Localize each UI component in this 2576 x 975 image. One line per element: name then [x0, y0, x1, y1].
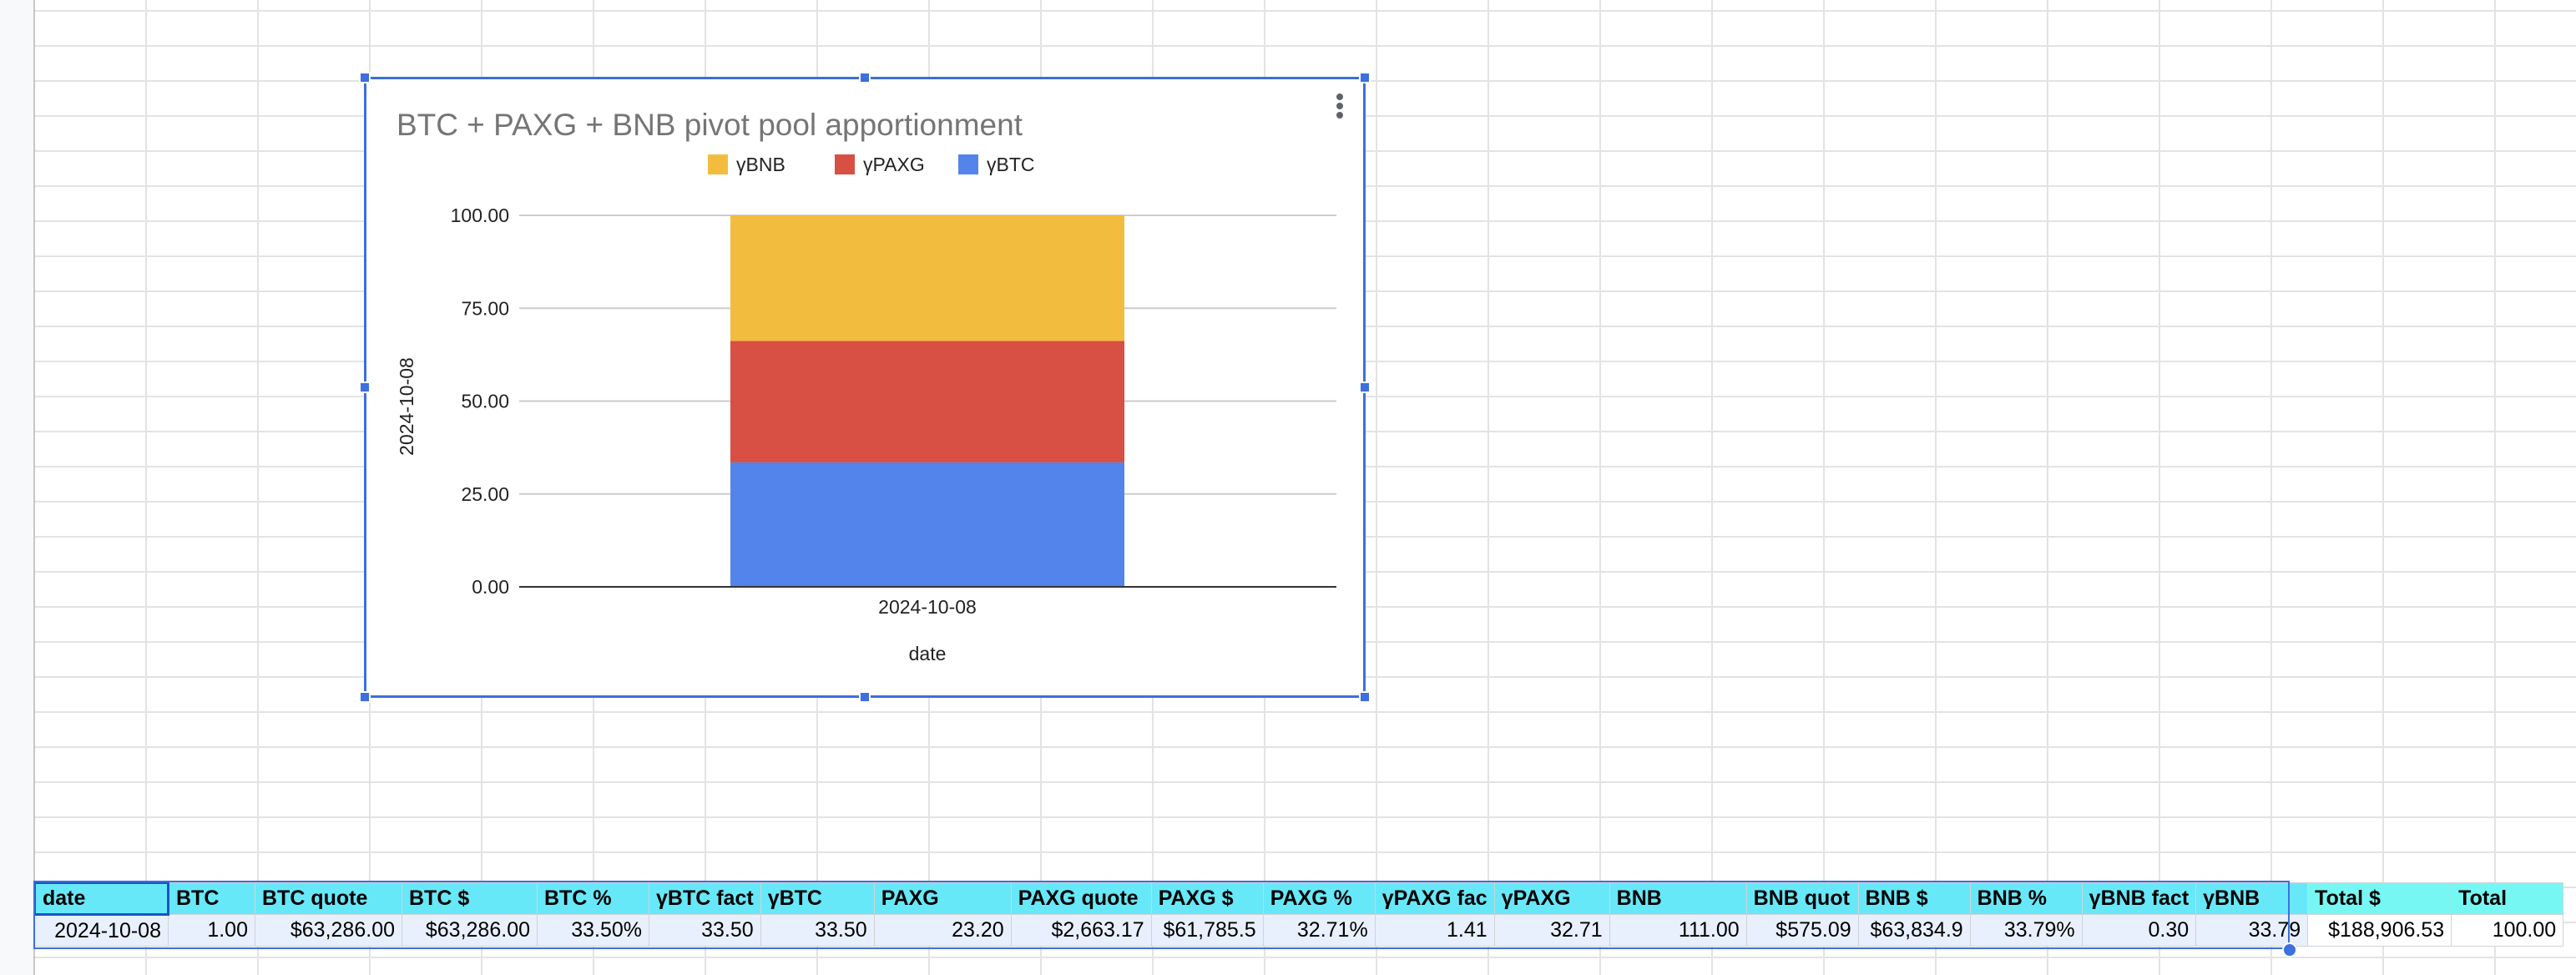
resize-handle-bottom[interactable] — [859, 691, 871, 703]
table-cell[interactable]: $188,906.53 — [2307, 914, 2452, 947]
table-cell[interactable]: $2,663.17 — [1010, 914, 1152, 947]
table-cell[interactable]: $63,286.00 — [255, 914, 402, 947]
y-tick-label: 0.00 — [472, 576, 509, 598]
column-header[interactable]: PAXG % — [1262, 882, 1376, 915]
legend-swatch-1 — [835, 154, 855, 174]
column-header[interactable]: γPAXG — [1493, 882, 1610, 915]
column-header[interactable]: γBTC fact — [649, 882, 761, 915]
column-header[interactable]: BNB $ — [1857, 882, 1971, 915]
y-tick-label: 100.00 — [451, 205, 509, 226]
table-cell[interactable]: 1.00 — [168, 914, 255, 947]
resize-handle-top-right[interactable] — [1359, 72, 1371, 83]
table-cell[interactable]: $61,785.5 — [1150, 914, 1264, 947]
table-cell[interactable]: $575.09 — [1745, 914, 1859, 947]
column-header[interactable]: BTC $ — [402, 882, 538, 915]
x-tick-label: 2024-10-08 — [878, 596, 977, 618]
row-header-strip[interactable] — [0, 0, 35, 975]
column-header[interactable]: Total — [2451, 882, 2564, 915]
column-header[interactable]: BTC — [168, 882, 255, 915]
y-tick-label: 75.00 — [461, 297, 509, 319]
x-axis-title: date — [909, 643, 947, 664]
table-cell[interactable]: 33.79% — [1969, 914, 2083, 947]
resize-handle-right[interactable] — [1359, 381, 1371, 393]
table-cell[interactable]: 33.50% — [537, 914, 649, 947]
column-header[interactable]: γBTC — [760, 882, 875, 915]
bar-segment-0 — [730, 462, 1124, 587]
table-cell[interactable]: 33.79 — [2195, 914, 2309, 947]
table-row: 2024-10-08 1.00 $63,286.00 $63,286.00 33.50%… — [34, 914, 2564, 947]
stacked-bar-chart[interactable]: BTC + PAXG + BNB pivot pool apportionmen… — [359, 72, 1371, 703]
table-cell[interactable]: 0.30 — [2081, 914, 2197, 947]
legend-label: γPAXG — [863, 154, 925, 175]
legend-swatch-2 — [958, 154, 978, 174]
table-cell[interactable]: $63,286.00 — [402, 914, 538, 947]
bar-segment-1 — [730, 341, 1124, 462]
table-cell[interactable]: 23.20 — [873, 914, 1012, 947]
y-tick-label: 50.00 — [461, 391, 509, 412]
fill-handle[interactable] — [2282, 942, 2297, 957]
column-header[interactable]: BTC % — [537, 882, 649, 915]
data-table: date BTC BTC quote BTC $ BTC % γBTC fact γBTC P… — [33, 882, 2564, 947]
bar-segment-2 — [730, 215, 1124, 341]
y-tick-label: 25.00 — [461, 483, 509, 505]
table-cell[interactable]: $63,834.9 — [1857, 914, 1971, 947]
column-header[interactable]: PAXG quote — [1010, 882, 1152, 915]
table-cell[interactable]: 1.41 — [1374, 914, 1495, 947]
column-header[interactable]: BNB % — [1969, 882, 2083, 915]
table-cell[interactable]: 100.00 — [2451, 914, 2564, 947]
chart-title: BTC + PAXG + BNB pivot pool apportionmen… — [397, 108, 1023, 142]
resize-handle-bottom-left[interactable] — [359, 691, 371, 703]
table-cell[interactable]: 111.00 — [1609, 914, 1747, 947]
resize-handle-bottom-right[interactable] — [1359, 691, 1371, 703]
more-vert-icon[interactable] — [1331, 91, 1348, 124]
column-header[interactable]: PAXG $ — [1150, 882, 1264, 915]
column-header[interactable]: PAXG — [873, 882, 1012, 915]
column-header[interactable]: date — [33, 882, 169, 916]
legend-swatch-0 — [708, 154, 728, 174]
chart-plot: 0.00 25.00 50.00 75.00 100.00 2024-10-08 date 2… — [396, 154, 1336, 664]
column-header[interactable]: BNB quot — [1745, 882, 1859, 915]
table-header-row: date BTC BTC quote BTC $ BTC % γBTC fact γBTC P… — [33, 882, 2564, 916]
table-cell[interactable]: 33.50 — [760, 914, 875, 947]
resize-handle-left[interactable] — [359, 381, 371, 393]
y-axis-title: 2024-10-08 — [396, 357, 417, 456]
column-header[interactable]: Total $ — [2307, 882, 2452, 915]
column-header[interactable]: γPAXG fac — [1374, 882, 1495, 915]
table-cell[interactable]: 32.71 — [1493, 914, 1610, 947]
table-cell[interactable]: 32.71% — [1262, 914, 1376, 947]
resize-handle-top[interactable] — [859, 72, 871, 83]
resize-handle-top-left[interactable] — [359, 72, 371, 83]
column-header[interactable]: γBNB fact — [2081, 882, 2197, 915]
column-header[interactable]: BNB — [1609, 882, 1747, 915]
legend-label: γBTC — [987, 154, 1035, 175]
table-cell[interactable]: 33.50 — [649, 914, 761, 947]
table-cell[interactable]: 2024-10-08 — [34, 914, 169, 947]
legend-label: γBNB — [736, 154, 785, 175]
column-header[interactable]: γBNB — [2195, 882, 2309, 915]
column-header[interactable]: BTC quote — [255, 882, 402, 915]
